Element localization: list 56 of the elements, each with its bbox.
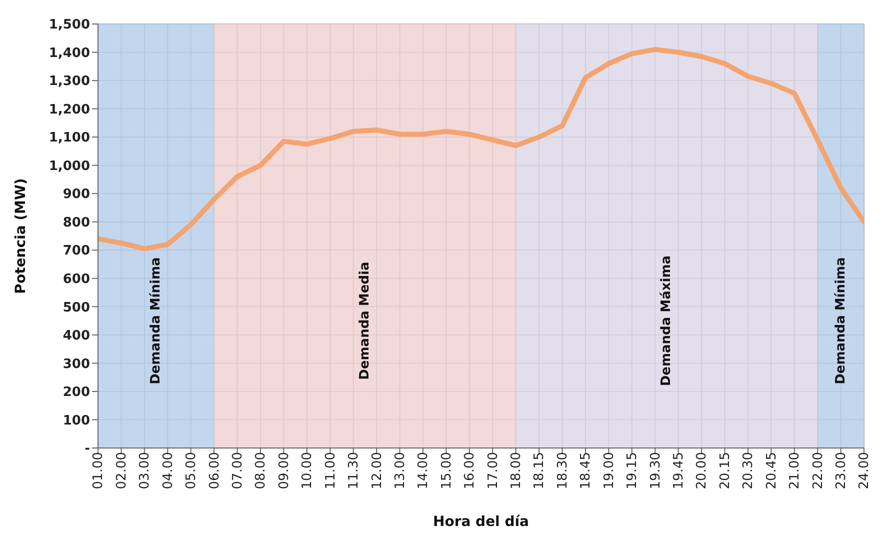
x-tick-label: 19.45 [672,452,687,490]
x-tick-label: 04.00 [160,452,176,490]
y-tick-label: 600 [62,272,90,288]
x-tick-label: 20.30 [741,452,756,490]
x-tick-label: 09.00 [276,452,292,490]
y-tick-label: 400 [62,328,90,344]
x-tick-label: 19.00 [602,452,617,490]
y-tick-label: 1,000 [48,158,90,174]
y-tick-label: 1,200 [48,102,90,118]
x-tick-label: 15.00 [439,452,454,490]
x-tick-label: 21.00 [788,452,803,490]
x-tick-label: 07.00 [230,452,246,490]
x-tick-label: 10.00 [300,452,316,490]
y-tick-label: 200 [62,385,90,400]
x-tick-label: 19.15 [625,452,640,490]
y-tick-label: 800 [62,215,90,230]
band-label: Demanda Mínima [148,257,164,384]
x-tick-label: 02.00 [114,452,130,490]
x-tick-label: 19.30 [648,452,664,490]
y-tick-label: 700 [62,244,90,259]
x-tick-label: 03.00 [138,452,153,490]
y-tick-label: 1,400 [48,46,90,61]
x-tick-label: 18.45 [578,452,594,490]
x-tick-label: 11.00 [323,452,338,490]
x-tick-label: 01.00 [91,452,106,490]
x-tick-label: 23.00 [834,452,850,490]
x-tick-label: 18.15 [532,452,548,490]
y-axis-title: Potencia (MW) [12,178,29,294]
x-tick-label: 18.00 [509,452,524,490]
band-label: Demanda Mínima [833,257,848,384]
x-tick-label: 08.00 [254,452,269,490]
band-label: Demanda Media [357,262,372,380]
y-tick-label: 1,500 [48,18,90,33]
band-label: Demanda Máxima [659,255,674,386]
x-tick-label: 20.00 [694,452,710,490]
x-tick-label: 20.15 [718,452,733,490]
y-tick-label: 100 [62,413,90,428]
y-tick-label: - [84,442,90,457]
x-tick-label: 06.00 [207,452,222,490]
x-tick-label: 22.00 [810,452,826,490]
x-tick-label: 14.00 [416,452,432,490]
x-tick-label: 24.00 [857,452,872,490]
y-tick-label: 900 [62,187,90,202]
x-tick-label: 13.00 [392,452,408,490]
x-tick-label: 12.00 [370,452,385,490]
y-tick-label: 1,100 [48,130,90,146]
y-tick-label: 300 [62,356,90,372]
x-tick-label: 16.00 [462,452,478,490]
x-tick-label: 20.45 [764,452,780,490]
x-tick-label: 17.00 [486,452,501,490]
x-axis-title: Hora del día [432,514,530,530]
x-tick-label: 05.00 [184,452,200,490]
y-tick-label: 1,300 [48,74,90,90]
x-tick-label: 18.30 [555,452,570,490]
y-tick-label: 500 [62,300,90,316]
x-tick-label: 11.30 [346,452,362,490]
